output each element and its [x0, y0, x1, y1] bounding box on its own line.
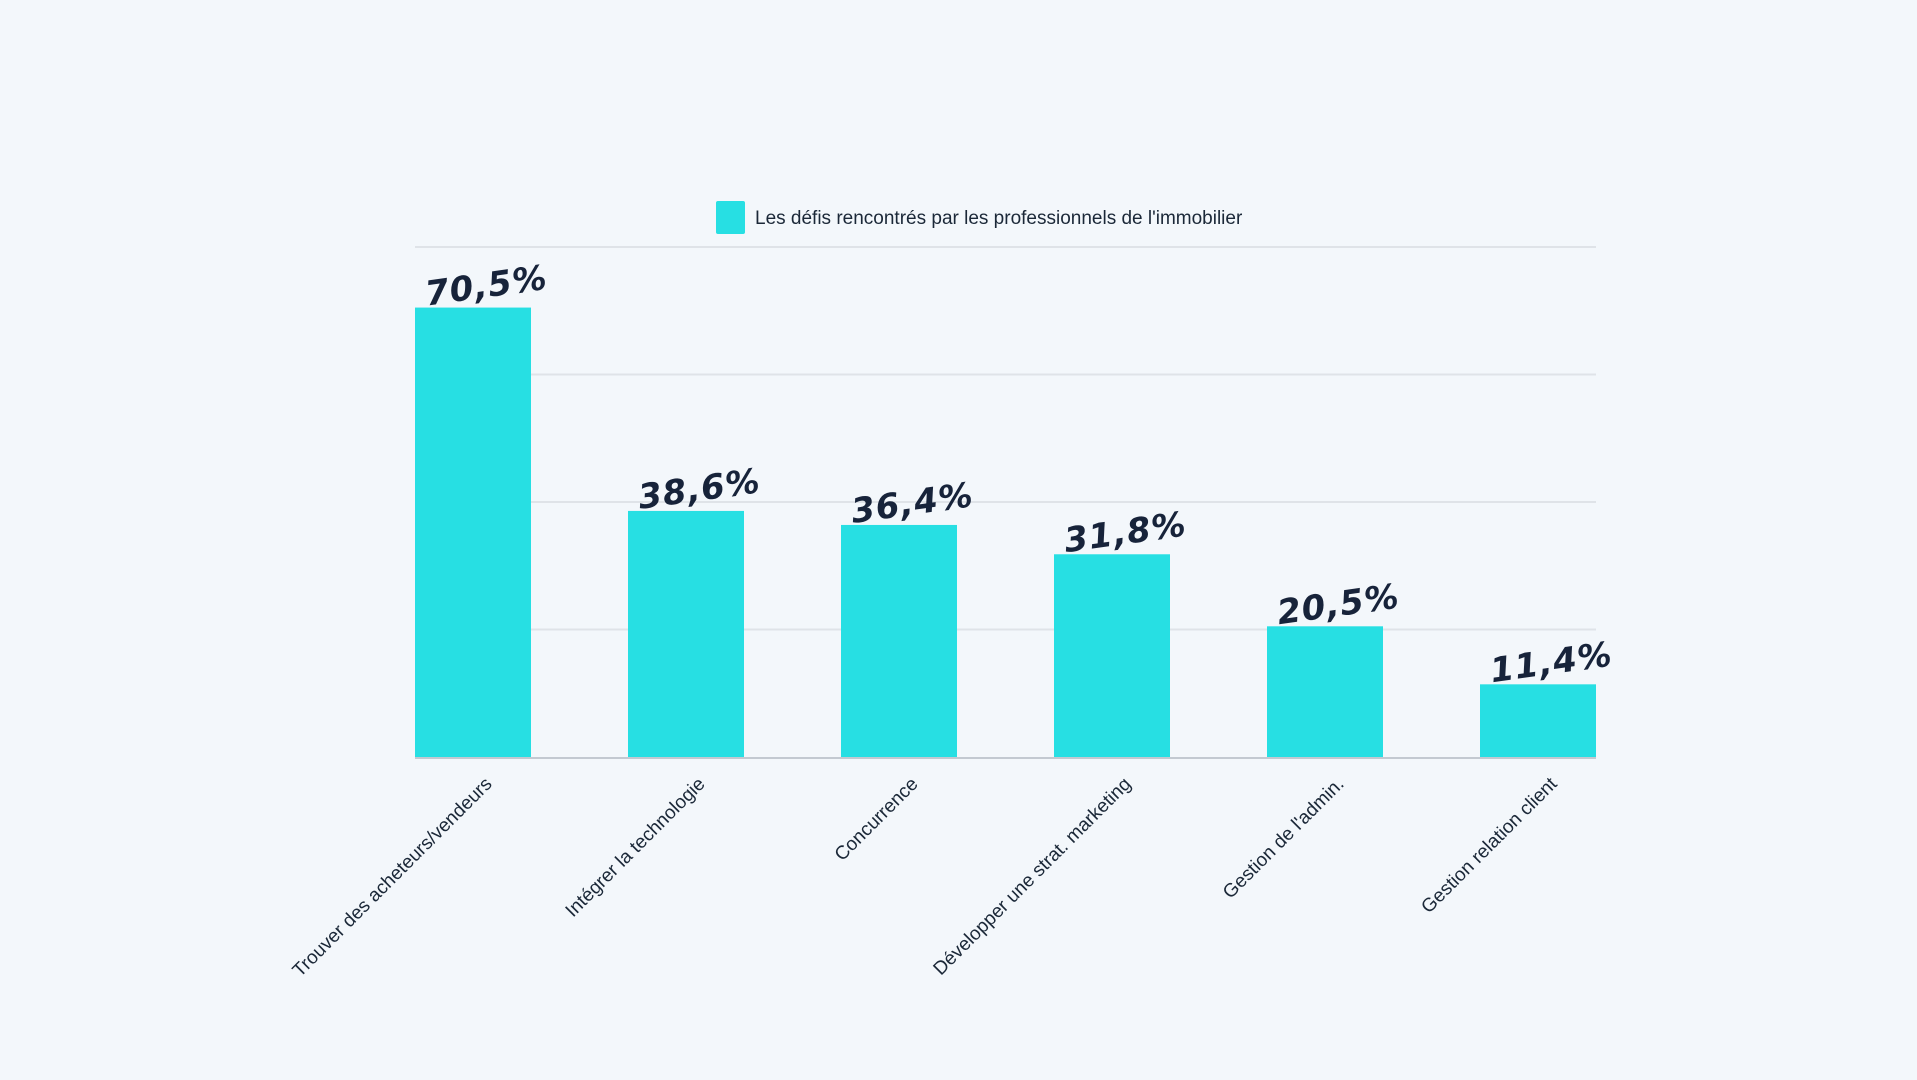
x-tick-label: Gestion relation client: [1417, 773, 1562, 918]
x-tick-label: Trouver des acheteurs/vendeurs: [289, 774, 497, 982]
bar: [628, 510, 744, 757]
bar: [415, 307, 531, 757]
x-tick-labels: Trouver des acheteurs/vendeurs Intégrer l…: [289, 773, 1562, 981]
x-tick-label: Concurrence: [831, 774, 923, 866]
bar: [1054, 554, 1170, 757]
data-label: 11,4%: [1488, 635, 1615, 692]
bar: [1480, 684, 1596, 757]
legend: Les défis rencontrés par les professionn…: [716, 201, 1243, 234]
x-tick-label: Gestion de l'admin.: [1219, 774, 1348, 903]
legend-swatch: [716, 201, 745, 234]
bar: [1267, 626, 1383, 757]
data-label: 20,5%: [1275, 577, 1402, 634]
data-label: 70,5%: [423, 258, 550, 315]
bars: [415, 307, 1596, 757]
data-labels: 70,5% 38,6% 36,4% 31,8% 20,5% 11,4%: [423, 258, 1615, 691]
data-label: 36,4%: [849, 475, 976, 532]
data-label: 38,6%: [636, 461, 763, 518]
bar: [841, 524, 957, 757]
legend-label: Les défis rencontrés par les professionn…: [755, 208, 1243, 229]
data-label: 31,8%: [1062, 504, 1189, 561]
gridlines: [415, 246, 1596, 631]
x-tick-label: Développer une strat. marketing: [930, 774, 1136, 980]
x-tick-label: Intégrer la technologie: [562, 774, 710, 922]
